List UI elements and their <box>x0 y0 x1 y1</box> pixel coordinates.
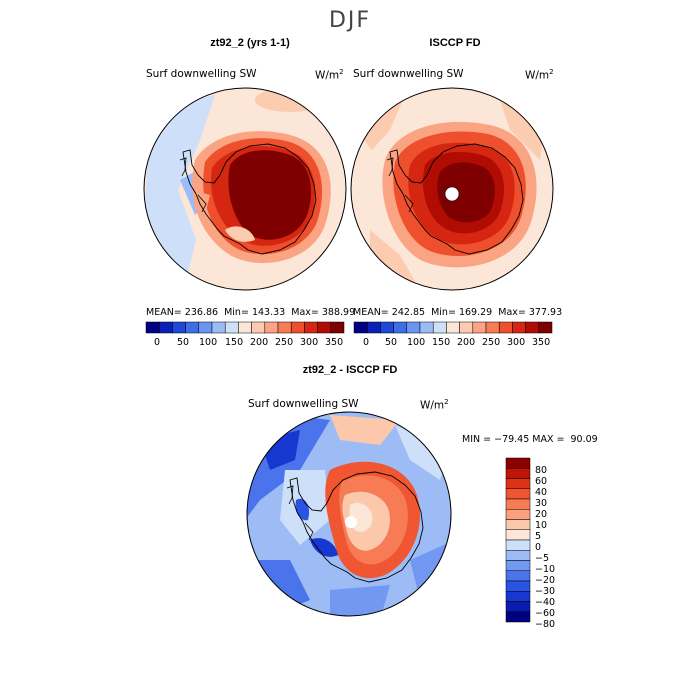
cb3-label: 60 <box>535 476 548 487</box>
colorbar-swatch <box>505 519 531 530</box>
cb3-label: −60 <box>535 608 556 619</box>
cb2-label: 250 <box>482 337 501 348</box>
panel-2-variable: Surf downwelling SW <box>353 68 464 80</box>
colorbar-swatch <box>304 321 318 334</box>
cb3-label: −30 <box>535 586 556 597</box>
cb1-label: 200 <box>250 337 269 348</box>
cb2-label: 150 <box>432 337 451 348</box>
colorbar-swatch <box>505 468 531 479</box>
colorbar-swatch <box>317 321 332 334</box>
colorbar-swatch <box>446 321 460 334</box>
colorbar-swatch <box>538 321 553 334</box>
colorbar-swatch <box>366 321 381 334</box>
cb3-label: −40 <box>535 597 556 608</box>
panel-2-units: W/m2 <box>525 68 554 82</box>
colorbar-swatch <box>290 321 305 334</box>
colorbar-swatch <box>505 550 531 561</box>
cb2-label: 50 <box>385 337 398 348</box>
panel-3-stats: MIN = −79.45 MAX = 90.09 <box>462 434 598 445</box>
cb3-label: 0 <box>535 542 542 553</box>
colorbar-swatch <box>505 509 531 520</box>
cb1-label: 0 <box>154 337 161 348</box>
colorbar-model <box>145 321 345 334</box>
cb3-label: −5 <box>535 553 550 564</box>
colorbar-swatch <box>172 321 186 334</box>
colorbar-swatch <box>198 321 213 334</box>
colorbar-swatch <box>505 580 531 592</box>
colorbar-swatch <box>459 321 474 334</box>
colorbar-swatch <box>393 321 408 334</box>
colorbar-swatch <box>185 321 200 334</box>
colorbar-swatch <box>211 321 226 334</box>
panel-2-stats: MEAN= 242.85 Min= 169.29 Max= 377.93 <box>353 307 563 318</box>
colorbar-swatch <box>512 321 526 334</box>
colorbar-swatch <box>505 457 531 469</box>
colorbar-swatch <box>485 321 500 334</box>
colorbar-swatch <box>505 611 531 623</box>
colorbar-swatch <box>505 529 531 541</box>
colorbar-swatch <box>505 591 531 602</box>
colorbar-isccp <box>353 321 553 334</box>
colorbar-swatch <box>525 321 540 334</box>
colorbar-swatch <box>498 321 513 334</box>
cb3-label: 20 <box>535 509 548 520</box>
cb1-label: 300 <box>300 337 319 348</box>
cb1-label: 50 <box>177 337 190 348</box>
cb1-label: 350 <box>325 337 344 348</box>
colorbar-swatch <box>505 539 531 551</box>
cb2-label: 350 <box>532 337 551 348</box>
cb3-label: 80 <box>535 465 548 476</box>
cb3-label: 10 <box>535 520 548 531</box>
panel-3-units: W/m2 <box>420 398 449 412</box>
main-title: DJF <box>328 8 372 33</box>
colorbar-swatch <box>264 321 279 334</box>
cb3-label: 5 <box>535 531 542 542</box>
colorbar-swatch <box>277 321 292 334</box>
colorbar-swatch <box>505 498 531 510</box>
panel-1-title: zt92_2 (yrs 1-1) <box>210 37 290 49</box>
cb2-label: 0 <box>363 337 370 348</box>
colorbar-swatch <box>505 560 531 571</box>
panel-2-title: ISCCP FD <box>429 37 481 49</box>
colorbar-swatch <box>380 321 394 334</box>
panel-3-variable: Surf downwelling SW <box>248 398 359 410</box>
colorbar-swatch <box>505 478 531 489</box>
panel-1-units: W/m2 <box>315 68 344 82</box>
colorbar-swatch <box>158 321 173 334</box>
cb2-label: 200 <box>457 337 476 348</box>
colorbar-swatch <box>505 601 531 612</box>
map-isccp-sw <box>350 87 554 291</box>
cb1-label: 100 <box>199 337 218 348</box>
colorbar-swatch <box>505 488 531 500</box>
cb1-label: 250 <box>275 337 294 348</box>
colorbar-swatch <box>330 321 345 334</box>
colorbar-swatch <box>432 321 447 334</box>
cb2-label: 300 <box>507 337 526 348</box>
colorbar-swatch <box>419 321 434 334</box>
colorbar-swatch <box>251 321 266 334</box>
cb1-label: 150 <box>225 337 244 348</box>
cb3-label: 40 <box>535 487 548 498</box>
colorbar-swatch <box>224 321 239 334</box>
colorbar-swatch <box>238 321 252 334</box>
colorbar-swatch <box>145 321 160 334</box>
cb3-label: 30 <box>535 498 548 509</box>
map-model-sw <box>143 87 347 291</box>
colorbar-swatch <box>406 321 421 334</box>
map-difference-sw <box>246 411 452 617</box>
panel-1-stats: MEAN= 236.86 Min= 143.33 Max= 388.99 <box>146 307 356 318</box>
colorbar-difference <box>505 457 531 623</box>
panel-3-title: zt92_2 - ISCCP FD <box>302 364 398 376</box>
cb3-label: −20 <box>535 575 556 586</box>
colorbar-swatch <box>353 321 368 334</box>
colorbar-swatch <box>472 321 487 334</box>
cb2-label: 100 <box>407 337 426 348</box>
colorbar-swatch <box>505 570 531 582</box>
cb3-label: −10 <box>535 564 556 575</box>
cb3-label: −80 <box>535 619 556 630</box>
panel-1-variable: Surf downwelling SW <box>146 68 257 80</box>
